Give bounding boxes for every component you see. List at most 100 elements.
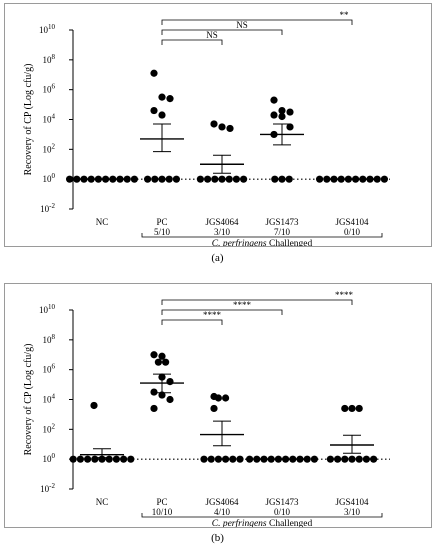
data-point [222,455,230,463]
data-point [166,378,174,386]
data-point [278,106,286,115]
data-point [373,175,381,183]
data-point [150,69,158,77]
data-point [73,175,81,183]
data-point [200,455,208,463]
y-axis-label: Recovery of CP (Log cfu/g) [23,344,34,456]
count-label: 3/10 [344,507,361,517]
data-point [222,394,230,402]
data-point [150,106,158,115]
data-point [348,404,356,413]
data-point [165,175,173,183]
data-point [158,111,166,119]
y-tick-label: 102 [43,142,56,154]
data-point [370,455,378,463]
data-point [66,175,74,183]
data-point [286,123,294,131]
data-point [210,404,218,413]
data-point [150,388,158,396]
significance-bracket [161,319,223,325]
data-point [278,112,286,121]
y-tick-label: 100 [43,172,56,184]
count-label: 0/10 [344,227,361,237]
data-point [130,175,138,183]
count-label: 0/10 [274,507,291,517]
data-point [69,455,77,463]
data-point [229,455,237,463]
data-point [166,95,174,103]
y-tick-label: 1010 [39,303,56,315]
data-point [278,175,286,183]
data-point [158,93,166,101]
data-point [355,404,363,413]
significance-label: NS [206,30,218,40]
data-point [303,455,311,463]
data-point [150,404,158,413]
data-point [341,455,349,463]
y-tick-label: 106 [43,363,56,375]
y-tick-label: 10-2 [40,482,55,494]
data-point [204,175,212,183]
data-point [240,175,248,183]
data-point [334,455,342,463]
data-point [270,96,278,104]
data-point [144,175,152,183]
y-tick-label: 102 [43,422,56,434]
data-point [218,175,226,183]
y-tick-label: 1010 [39,23,56,35]
data-point [211,175,219,183]
data-point [341,404,349,413]
significance-bracket [161,39,223,45]
significance-bracket [161,29,283,35]
data-point [154,358,162,366]
chart-b: 10-2 100 102 104 106 108 1010 Recovery of CP (L… [23,290,390,529]
significance-label: **** [335,290,354,300]
significance-label: ** [340,10,350,20]
data-point [225,175,233,183]
group-label: C. perfringens Challenged [212,518,313,527]
data-point [226,124,234,133]
y-tick-label: 106 [43,83,56,95]
group-bracket [141,513,383,518]
y-tick-label: 104 [43,113,56,125]
group-label: C. perfringens Challenged [212,238,313,246]
data-point [380,175,388,183]
caption-a: (a) [211,252,224,264]
x-tick-label: JGS1473 [265,217,299,227]
x-tick-label: JGS4064 [205,217,239,227]
data-point [150,351,158,359]
y-tick-label: 108 [43,53,56,65]
significance-bracket [161,299,353,305]
group-bracket [141,233,383,238]
data-point [326,455,334,463]
data-point [253,455,261,463]
data-point [316,175,324,183]
count-label: 7/10 [274,227,291,237]
data-point [76,455,84,463]
data-point [323,175,331,183]
significance-label: NS [236,20,248,30]
data-point [210,120,218,128]
data-point [158,175,166,183]
x-tick-label: NC [96,497,109,507]
data-point [355,455,363,463]
data-point [127,455,135,463]
data-point [285,175,293,183]
data-point [84,455,92,463]
panel-a: 10-2 100 102 104 106 108 1010 Recovery of CP (L… [4,3,432,249]
x-tick-label: PC [156,217,167,227]
x-tick-label: NC [96,217,109,227]
data-point [162,358,170,366]
data-point [120,455,128,463]
data-point [286,108,294,116]
data-point [214,455,222,463]
data-point [172,175,180,183]
significance-label: **** [203,310,222,320]
data-point [112,455,120,463]
count-label: 5/10 [154,227,171,237]
data-point [123,175,131,183]
panel-b: 10-2 100 102 104 106 108 1010 Recovery of CP (L… [4,283,432,529]
significance-bracket [161,309,283,315]
data-point [151,175,159,183]
data-point [270,111,278,119]
